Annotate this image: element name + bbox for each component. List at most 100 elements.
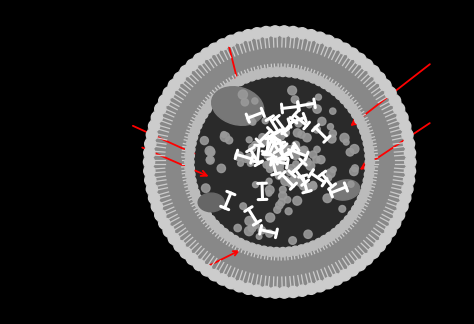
Circle shape: [280, 186, 286, 193]
Circle shape: [331, 39, 343, 50]
Circle shape: [264, 153, 271, 159]
Circle shape: [262, 118, 268, 124]
Circle shape: [282, 148, 290, 156]
Circle shape: [219, 86, 229, 96]
Circle shape: [265, 247, 275, 256]
Circle shape: [306, 283, 317, 295]
Circle shape: [252, 142, 257, 147]
Circle shape: [403, 138, 415, 149]
Circle shape: [188, 133, 198, 142]
Circle shape: [314, 32, 326, 43]
Circle shape: [340, 95, 349, 104]
Circle shape: [226, 137, 233, 144]
Circle shape: [277, 133, 284, 140]
Circle shape: [192, 194, 202, 203]
Circle shape: [253, 245, 263, 254]
Circle shape: [253, 70, 263, 79]
Circle shape: [330, 86, 340, 96]
Circle shape: [272, 67, 281, 76]
Circle shape: [363, 176, 373, 185]
Circle shape: [230, 236, 239, 245]
Circle shape: [362, 133, 371, 142]
Circle shape: [206, 156, 212, 163]
Circle shape: [288, 286, 299, 297]
Circle shape: [190, 188, 200, 198]
Circle shape: [279, 287, 290, 298]
Circle shape: [195, 200, 205, 209]
Circle shape: [335, 90, 345, 100]
Circle shape: [248, 224, 256, 232]
Circle shape: [313, 126, 320, 133]
Circle shape: [330, 228, 340, 238]
Circle shape: [247, 72, 256, 81]
Circle shape: [163, 87, 174, 98]
Circle shape: [206, 99, 215, 109]
Circle shape: [300, 181, 309, 190]
Circle shape: [234, 224, 241, 232]
Circle shape: [235, 152, 244, 161]
Circle shape: [350, 145, 359, 154]
Circle shape: [314, 281, 326, 292]
Circle shape: [400, 121, 411, 132]
Circle shape: [360, 188, 369, 198]
Circle shape: [253, 222, 259, 228]
Circle shape: [215, 224, 224, 234]
Circle shape: [174, 73, 185, 84]
Circle shape: [272, 157, 280, 165]
Circle shape: [328, 135, 336, 143]
Circle shape: [241, 74, 251, 83]
Circle shape: [201, 184, 210, 192]
Circle shape: [365, 151, 374, 160]
Circle shape: [304, 184, 312, 192]
Circle shape: [250, 119, 256, 125]
Circle shape: [380, 233, 391, 244]
Circle shape: [290, 175, 299, 184]
Circle shape: [297, 285, 308, 296]
Circle shape: [285, 208, 292, 215]
Circle shape: [180, 247, 191, 258]
Circle shape: [243, 29, 254, 41]
Circle shape: [278, 199, 285, 206]
Circle shape: [238, 90, 247, 99]
Circle shape: [252, 98, 258, 104]
Circle shape: [146, 184, 157, 195]
Circle shape: [259, 133, 266, 141]
Circle shape: [225, 83, 234, 92]
Circle shape: [402, 184, 413, 195]
Circle shape: [265, 68, 275, 77]
Circle shape: [270, 26, 281, 37]
Circle shape: [145, 27, 415, 297]
Circle shape: [329, 130, 337, 137]
Circle shape: [355, 259, 365, 271]
Circle shape: [347, 48, 358, 59]
Circle shape: [270, 147, 277, 154]
Circle shape: [306, 161, 315, 170]
Circle shape: [320, 236, 329, 245]
Circle shape: [310, 182, 317, 190]
Circle shape: [276, 145, 282, 152]
Circle shape: [323, 35, 334, 46]
Circle shape: [245, 216, 254, 226]
Circle shape: [144, 166, 155, 177]
Circle shape: [297, 70, 306, 79]
Circle shape: [210, 95, 219, 104]
Circle shape: [339, 43, 351, 54]
Circle shape: [144, 156, 155, 168]
Circle shape: [346, 148, 354, 156]
Circle shape: [299, 148, 307, 156]
Circle shape: [257, 138, 266, 147]
Circle shape: [298, 131, 305, 138]
Circle shape: [146, 129, 157, 140]
Circle shape: [187, 139, 196, 148]
Circle shape: [155, 103, 166, 114]
Circle shape: [355, 200, 364, 209]
Circle shape: [343, 139, 349, 145]
Circle shape: [269, 157, 277, 165]
Circle shape: [217, 164, 226, 173]
Circle shape: [276, 168, 284, 176]
Circle shape: [270, 287, 281, 298]
Circle shape: [151, 112, 163, 123]
Circle shape: [315, 76, 324, 86]
Circle shape: [215, 90, 224, 100]
Circle shape: [221, 132, 227, 137]
